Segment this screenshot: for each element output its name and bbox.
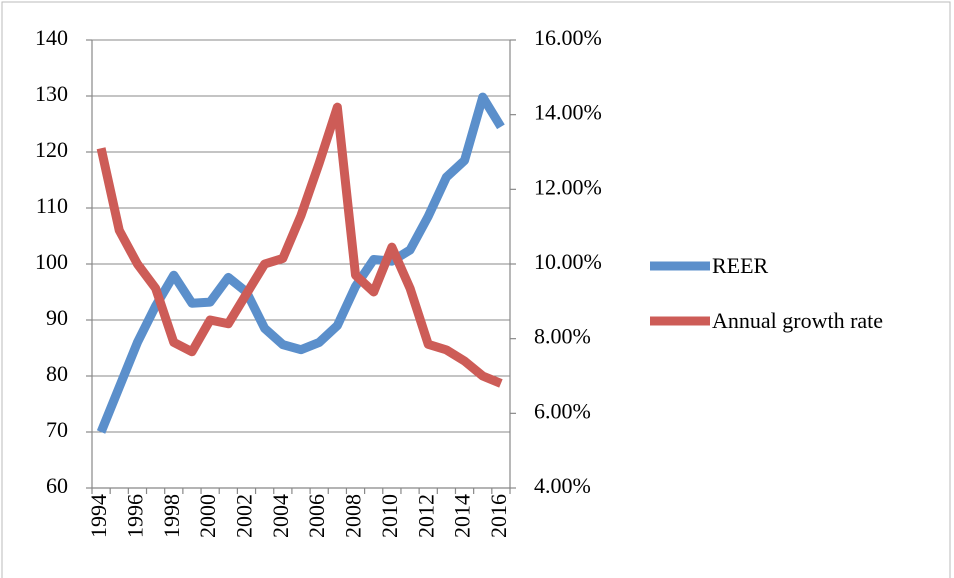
y-tick-label: 130 <box>35 81 68 106</box>
y2-tick-label: 4.00% <box>534 473 591 498</box>
y2-tick-label: 6.00% <box>534 398 591 423</box>
y2-tick-label: 8.00% <box>534 324 591 349</box>
legend-label: Annual growth rate <box>712 308 883 333</box>
y-tick-label: 80 <box>46 361 68 386</box>
x-tick-label: 1994 <box>86 494 111 538</box>
y2-tick-label: 10.00% <box>534 249 602 274</box>
y2-tick-label: 16.00% <box>534 25 602 50</box>
x-tick-label: 2014 <box>450 494 475 538</box>
legend-label: REER <box>712 253 769 278</box>
y-tick-label: 70 <box>46 417 68 442</box>
series-line <box>96 102 503 388</box>
y-tick-label: 90 <box>46 305 68 330</box>
x-tick-label: 2000 <box>195 494 220 538</box>
y2-tick-label: 14.00% <box>534 100 602 125</box>
x-tick-label: 2002 <box>232 494 257 538</box>
x-tick-label: 2010 <box>377 494 402 538</box>
x-tick-label: 1996 <box>122 494 147 538</box>
y-tick-label: 110 <box>36 193 68 218</box>
series-line <box>96 92 505 434</box>
x-tick-label: 2012 <box>413 494 438 538</box>
y2-tick-label: 12.00% <box>534 174 602 199</box>
y-tick-label: 140 <box>35 25 68 50</box>
x-tick-label: 2004 <box>268 494 293 538</box>
x-tick-label: 2008 <box>341 494 366 538</box>
y-tick-label: 100 <box>35 249 68 274</box>
x-tick-label: 2016 <box>486 494 511 538</box>
y-tick-label: 60 <box>46 473 68 498</box>
y-tick-label: 120 <box>35 137 68 162</box>
x-tick-label: 2006 <box>304 494 329 538</box>
x-tick-label: 1998 <box>159 494 184 538</box>
